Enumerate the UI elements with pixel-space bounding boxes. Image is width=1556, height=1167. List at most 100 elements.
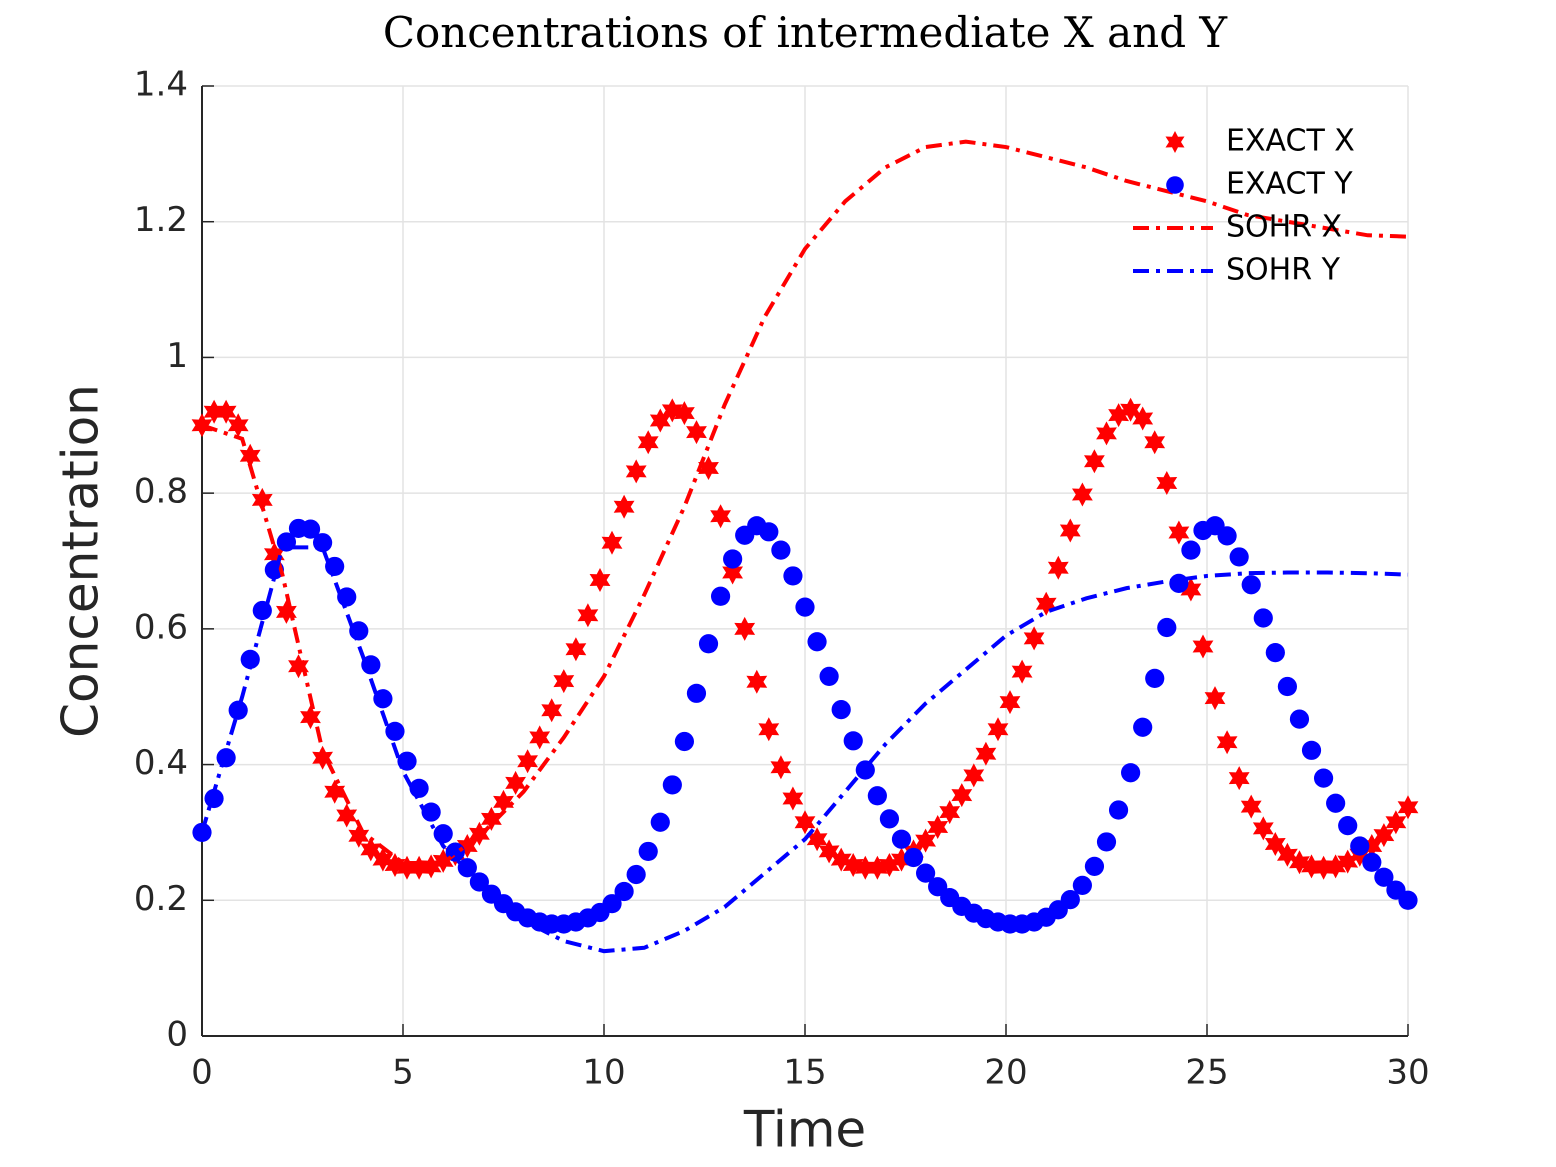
star-marker — [806, 827, 828, 852]
circle-marker — [916, 863, 936, 883]
star-marker — [987, 717, 1009, 742]
star-marker — [842, 853, 864, 877]
star-marker — [1361, 834, 1383, 858]
y-tick-label: 1.2 — [134, 200, 188, 240]
star-marker — [915, 828, 936, 853]
star-marker — [1165, 131, 1185, 153]
star-marker — [1168, 520, 1190, 545]
circle-marker — [602, 894, 622, 914]
star-marker — [1277, 842, 1298, 867]
chart-title: Concentrations of intermediate X and Y — [383, 8, 1229, 57]
star-marker — [1252, 816, 1274, 841]
star-marker — [360, 837, 382, 862]
star-marker — [1144, 430, 1166, 455]
star-marker — [203, 399, 225, 424]
star-marker — [324, 779, 346, 804]
circle-marker — [1313, 768, 1334, 788]
circle-marker — [1169, 573, 1189, 593]
star-marker — [649, 408, 671, 433]
circle-marker — [903, 847, 924, 868]
star-marker — [396, 855, 418, 880]
circle-marker — [1241, 575, 1261, 595]
star-marker — [517, 749, 538, 774]
circle-marker — [867, 786, 887, 806]
circle-marker — [686, 683, 707, 703]
star-marker — [927, 815, 949, 839]
circle-marker — [1145, 668, 1165, 688]
star-marker — [1301, 854, 1322, 879]
star-marker — [1047, 555, 1069, 580]
y-tick-label: 0.2 — [134, 879, 188, 919]
circle-marker — [1374, 867, 1394, 887]
star-marker — [794, 810, 816, 835]
circle-marker — [674, 731, 695, 752]
circle-marker — [1121, 763, 1141, 783]
circle-marker — [819, 666, 839, 686]
star-marker — [1132, 406, 1154, 431]
circle-marker — [1265, 643, 1285, 663]
circle-marker — [337, 587, 357, 607]
circle-marker — [1229, 547, 1249, 567]
star-marker — [1289, 850, 1310, 875]
x-tick-label: 15 — [783, 1053, 826, 1093]
star-marker — [553, 669, 575, 694]
star-marker — [227, 413, 249, 438]
x-tick-label: 20 — [984, 1053, 1027, 1093]
star-marker — [601, 530, 623, 555]
star-marker — [674, 401, 695, 426]
star-marker — [1192, 634, 1214, 659]
star-marker — [939, 800, 961, 825]
circle-marker — [1350, 836, 1370, 856]
circle-marker — [831, 700, 851, 720]
star-marker — [456, 834, 478, 858]
star-marker — [710, 504, 731, 529]
star-marker — [565, 637, 587, 662]
series-line — [200, 545, 1409, 954]
star-marker — [1096, 421, 1117, 446]
star-marker — [698, 456, 719, 480]
star-marker — [420, 854, 442, 879]
circle-marker — [1398, 890, 1418, 910]
circle-marker — [626, 864, 646, 885]
y-tick-label: 0.8 — [134, 472, 188, 512]
star-marker — [577, 603, 599, 628]
star-marker — [1023, 626, 1045, 651]
x-tick-label: 5 — [392, 1053, 414, 1093]
circle-marker — [662, 775, 682, 795]
circle-marker — [650, 812, 670, 832]
star-marker — [541, 698, 563, 723]
star-marker — [975, 741, 997, 766]
star-marker — [1240, 794, 1262, 819]
star-marker — [854, 855, 876, 880]
circle-marker — [1157, 617, 1177, 638]
circle-marker — [1301, 740, 1322, 760]
star-marker — [1337, 849, 1359, 874]
star-marker — [625, 459, 647, 484]
y-tick-label: 0.4 — [134, 743, 188, 783]
star-marker — [1397, 795, 1419, 820]
star-marker — [1385, 810, 1407, 835]
circle-marker — [723, 549, 743, 569]
star-marker — [782, 786, 804, 811]
star-marker — [589, 568, 611, 592]
circle-marker — [807, 632, 827, 652]
legend-label: SOHR Y — [1226, 253, 1341, 288]
star-marker — [493, 789, 514, 814]
star-marker — [505, 770, 526, 795]
x-tick-label: 0 — [191, 1053, 213, 1093]
circle-marker — [1072, 875, 1092, 895]
star-marker — [770, 755, 792, 780]
circle-marker — [1181, 540, 1201, 560]
star-marker — [215, 399, 237, 424]
star-marker — [336, 803, 358, 828]
circle-marker — [638, 841, 658, 862]
star-marker — [963, 763, 985, 788]
x-axis-label: Time — [743, 1101, 866, 1159]
circle-marker — [795, 597, 815, 617]
star-marker — [1059, 518, 1081, 543]
star-marker — [1373, 823, 1395, 848]
star-marker — [686, 420, 707, 445]
circle-marker — [614, 881, 634, 902]
circle-marker — [1326, 793, 1346, 813]
star-marker — [529, 725, 551, 750]
